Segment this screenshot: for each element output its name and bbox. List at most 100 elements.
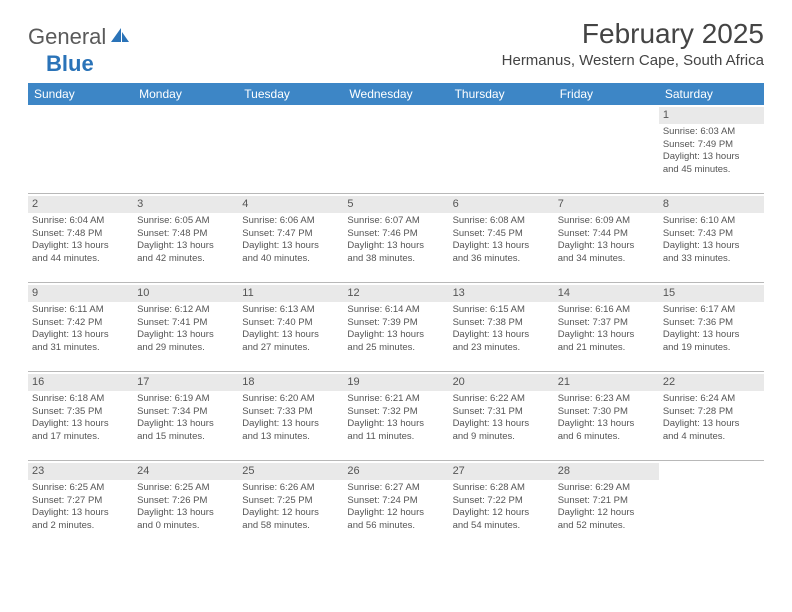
day-header-row: Sunday Monday Tuesday Wednesday Thursday… xyxy=(28,83,764,105)
daylight-text: Daylight: 13 hours xyxy=(137,418,234,431)
day-cell: 3Sunrise: 6:05 AMSunset: 7:48 PMDaylight… xyxy=(133,194,238,282)
sunrise-text: Sunrise: 6:24 AM xyxy=(663,393,760,406)
logo-text-blue: Blue xyxy=(46,51,94,77)
logo: General xyxy=(28,24,131,50)
sunrise-text: Sunrise: 6:22 AM xyxy=(453,393,550,406)
day-cell: 28Sunrise: 6:29 AMSunset: 7:21 PMDayligh… xyxy=(554,461,659,549)
day-cell: 25Sunrise: 6:26 AMSunset: 7:25 PMDayligh… xyxy=(238,461,343,549)
calendar-page: General February 2025 Hermanus, Western … xyxy=(0,0,792,549)
sunset-text: Sunset: 7:27 PM xyxy=(32,495,129,508)
day-number: 17 xyxy=(133,374,238,391)
day-cell: 24Sunrise: 6:25 AMSunset: 7:26 PMDayligh… xyxy=(133,461,238,549)
daylight-text: and 25 minutes. xyxy=(347,342,444,355)
sunset-text: Sunset: 7:32 PM xyxy=(347,406,444,419)
sunset-text: Sunset: 7:25 PM xyxy=(242,495,339,508)
sunrise-text: Sunrise: 6:21 AM xyxy=(347,393,444,406)
sunrise-text: Sunrise: 6:08 AM xyxy=(453,215,550,228)
sunrise-text: Sunrise: 6:29 AM xyxy=(558,482,655,495)
daylight-text: Daylight: 13 hours xyxy=(137,329,234,342)
sunset-text: Sunset: 7:21 PM xyxy=(558,495,655,508)
daylight-text: Daylight: 13 hours xyxy=(32,329,129,342)
day-header-mon: Monday xyxy=(133,83,238,105)
empty-cell xyxy=(554,105,659,193)
day-cell: 7Sunrise: 6:09 AMSunset: 7:44 PMDaylight… xyxy=(554,194,659,282)
daylight-text: and 21 minutes. xyxy=(558,342,655,355)
sunrise-text: Sunrise: 6:27 AM xyxy=(347,482,444,495)
sunset-text: Sunset: 7:39 PM xyxy=(347,317,444,330)
empty-cell xyxy=(659,461,764,549)
daylight-text: and 23 minutes. xyxy=(453,342,550,355)
month-title: February 2025 xyxy=(502,18,764,50)
day-cell: 27Sunrise: 6:28 AMSunset: 7:22 PMDayligh… xyxy=(449,461,554,549)
daylight-text: and 0 minutes. xyxy=(137,520,234,533)
day-cell: 23Sunrise: 6:25 AMSunset: 7:27 PMDayligh… xyxy=(28,461,133,549)
day-number: 6 xyxy=(449,196,554,213)
sunset-text: Sunset: 7:26 PM xyxy=(137,495,234,508)
daylight-text: Daylight: 12 hours xyxy=(558,507,655,520)
day-header-tue: Tuesday xyxy=(238,83,343,105)
daylight-text: and 44 minutes. xyxy=(32,253,129,266)
daylight-text: Daylight: 13 hours xyxy=(32,240,129,253)
day-cell: 16Sunrise: 6:18 AMSunset: 7:35 PMDayligh… xyxy=(28,372,133,460)
day-cell: 1Sunrise: 6:03 AMSunset: 7:49 PMDaylight… xyxy=(659,105,764,193)
day-number: 24 xyxy=(133,463,238,480)
day-cell: 8Sunrise: 6:10 AMSunset: 7:43 PMDaylight… xyxy=(659,194,764,282)
daylight-text: Daylight: 13 hours xyxy=(663,418,760,431)
sunset-text: Sunset: 7:47 PM xyxy=(242,228,339,241)
daylight-text: Daylight: 13 hours xyxy=(558,329,655,342)
sunrise-text: Sunrise: 6:16 AM xyxy=(558,304,655,317)
day-number: 5 xyxy=(343,196,448,213)
daylight-text: Daylight: 13 hours xyxy=(663,151,760,164)
day-cell: 2Sunrise: 6:04 AMSunset: 7:48 PMDaylight… xyxy=(28,194,133,282)
week-row: 16Sunrise: 6:18 AMSunset: 7:35 PMDayligh… xyxy=(28,371,764,460)
sunset-text: Sunset: 7:44 PM xyxy=(558,228,655,241)
sunset-text: Sunset: 7:48 PM xyxy=(32,228,129,241)
sunset-text: Sunset: 7:36 PM xyxy=(663,317,760,330)
day-header-thu: Thursday xyxy=(449,83,554,105)
sunrise-text: Sunrise: 6:14 AM xyxy=(347,304,444,317)
day-number: 15 xyxy=(659,285,764,302)
week-row: 1Sunrise: 6:03 AMSunset: 7:49 PMDaylight… xyxy=(28,105,764,193)
day-number: 19 xyxy=(343,374,448,391)
title-block: February 2025 Hermanus, Western Cape, So… xyxy=(502,18,764,69)
day-number: 3 xyxy=(133,196,238,213)
sunrise-text: Sunrise: 6:25 AM xyxy=(32,482,129,495)
week-row: 23Sunrise: 6:25 AMSunset: 7:27 PMDayligh… xyxy=(28,460,764,549)
day-number: 10 xyxy=(133,285,238,302)
daylight-text: Daylight: 13 hours xyxy=(32,507,129,520)
day-header-sat: Saturday xyxy=(659,83,764,105)
daylight-text: and 29 minutes. xyxy=(137,342,234,355)
day-number: 7 xyxy=(554,196,659,213)
daylight-text: Daylight: 13 hours xyxy=(347,329,444,342)
day-cell: 26Sunrise: 6:27 AMSunset: 7:24 PMDayligh… xyxy=(343,461,448,549)
day-cell: 21Sunrise: 6:23 AMSunset: 7:30 PMDayligh… xyxy=(554,372,659,460)
day-number: 27 xyxy=(449,463,554,480)
daylight-text: Daylight: 13 hours xyxy=(242,240,339,253)
sunset-text: Sunset: 7:24 PM xyxy=(347,495,444,508)
daylight-text: Daylight: 12 hours xyxy=(347,507,444,520)
daylight-text: Daylight: 13 hours xyxy=(453,329,550,342)
day-number: 11 xyxy=(238,285,343,302)
sunset-text: Sunset: 7:38 PM xyxy=(453,317,550,330)
daylight-text: Daylight: 13 hours xyxy=(663,329,760,342)
daylight-text: and 6 minutes. xyxy=(558,431,655,444)
daylight-text: and 45 minutes. xyxy=(663,164,760,177)
daylight-text: Daylight: 13 hours xyxy=(137,240,234,253)
daylight-text: and 42 minutes. xyxy=(137,253,234,266)
sunrise-text: Sunrise: 6:25 AM xyxy=(137,482,234,495)
daylight-text: Daylight: 13 hours xyxy=(347,418,444,431)
daylight-text: and 56 minutes. xyxy=(347,520,444,533)
daylight-text: and 15 minutes. xyxy=(137,431,234,444)
day-number: 8 xyxy=(659,196,764,213)
sunrise-text: Sunrise: 6:26 AM xyxy=(242,482,339,495)
daylight-text: and 36 minutes. xyxy=(453,253,550,266)
daylight-text: and 27 minutes. xyxy=(242,342,339,355)
daylight-text: and 4 minutes. xyxy=(663,431,760,444)
sunrise-text: Sunrise: 6:18 AM xyxy=(32,393,129,406)
day-cell: 14Sunrise: 6:16 AMSunset: 7:37 PMDayligh… xyxy=(554,283,659,371)
sunrise-text: Sunrise: 6:05 AM xyxy=(137,215,234,228)
day-number: 25 xyxy=(238,463,343,480)
day-number: 14 xyxy=(554,285,659,302)
day-number: 21 xyxy=(554,374,659,391)
day-cell: 9Sunrise: 6:11 AMSunset: 7:42 PMDaylight… xyxy=(28,283,133,371)
